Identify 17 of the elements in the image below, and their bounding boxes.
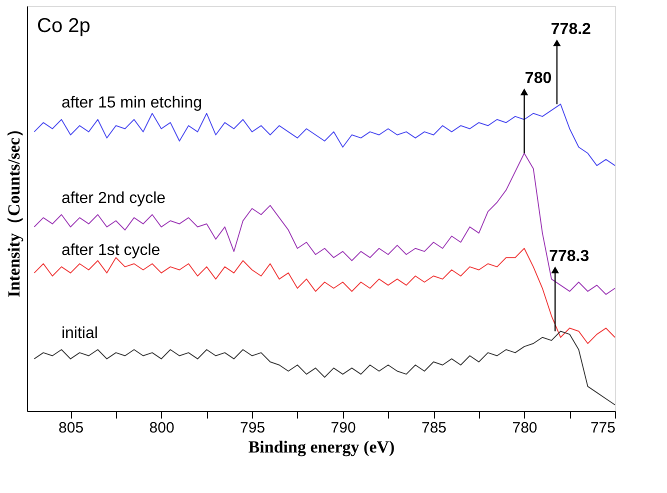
annotation: 780 — [524, 70, 552, 87]
chart-title: Co 2p — [37, 15, 90, 37]
annotation: 778.3 — [549, 248, 590, 265]
x-tick-label: 780 — [512, 420, 538, 436]
x-tick-label: 790 — [330, 420, 356, 436]
series-label: after 1st cycle — [61, 242, 160, 259]
y-axis-title: Intensity（Counts/sec） — [4, 120, 24, 298]
series-label: initial — [61, 324, 98, 342]
x-tick-label: 800 — [149, 420, 174, 436]
series-label: after 15 min etching — [61, 94, 202, 112]
x-tick-label: 795 — [240, 420, 266, 436]
x-tick-label: 805 — [58, 420, 84, 436]
annotation: 778.2 — [550, 20, 592, 38]
series-label: after 2nd cycle — [61, 190, 166, 207]
x-tick-label: 775 — [590, 420, 616, 436]
x-tick-label: 785 — [422, 420, 447, 436]
x-axis-title: Binding energy (eV) — [248, 438, 395, 456]
